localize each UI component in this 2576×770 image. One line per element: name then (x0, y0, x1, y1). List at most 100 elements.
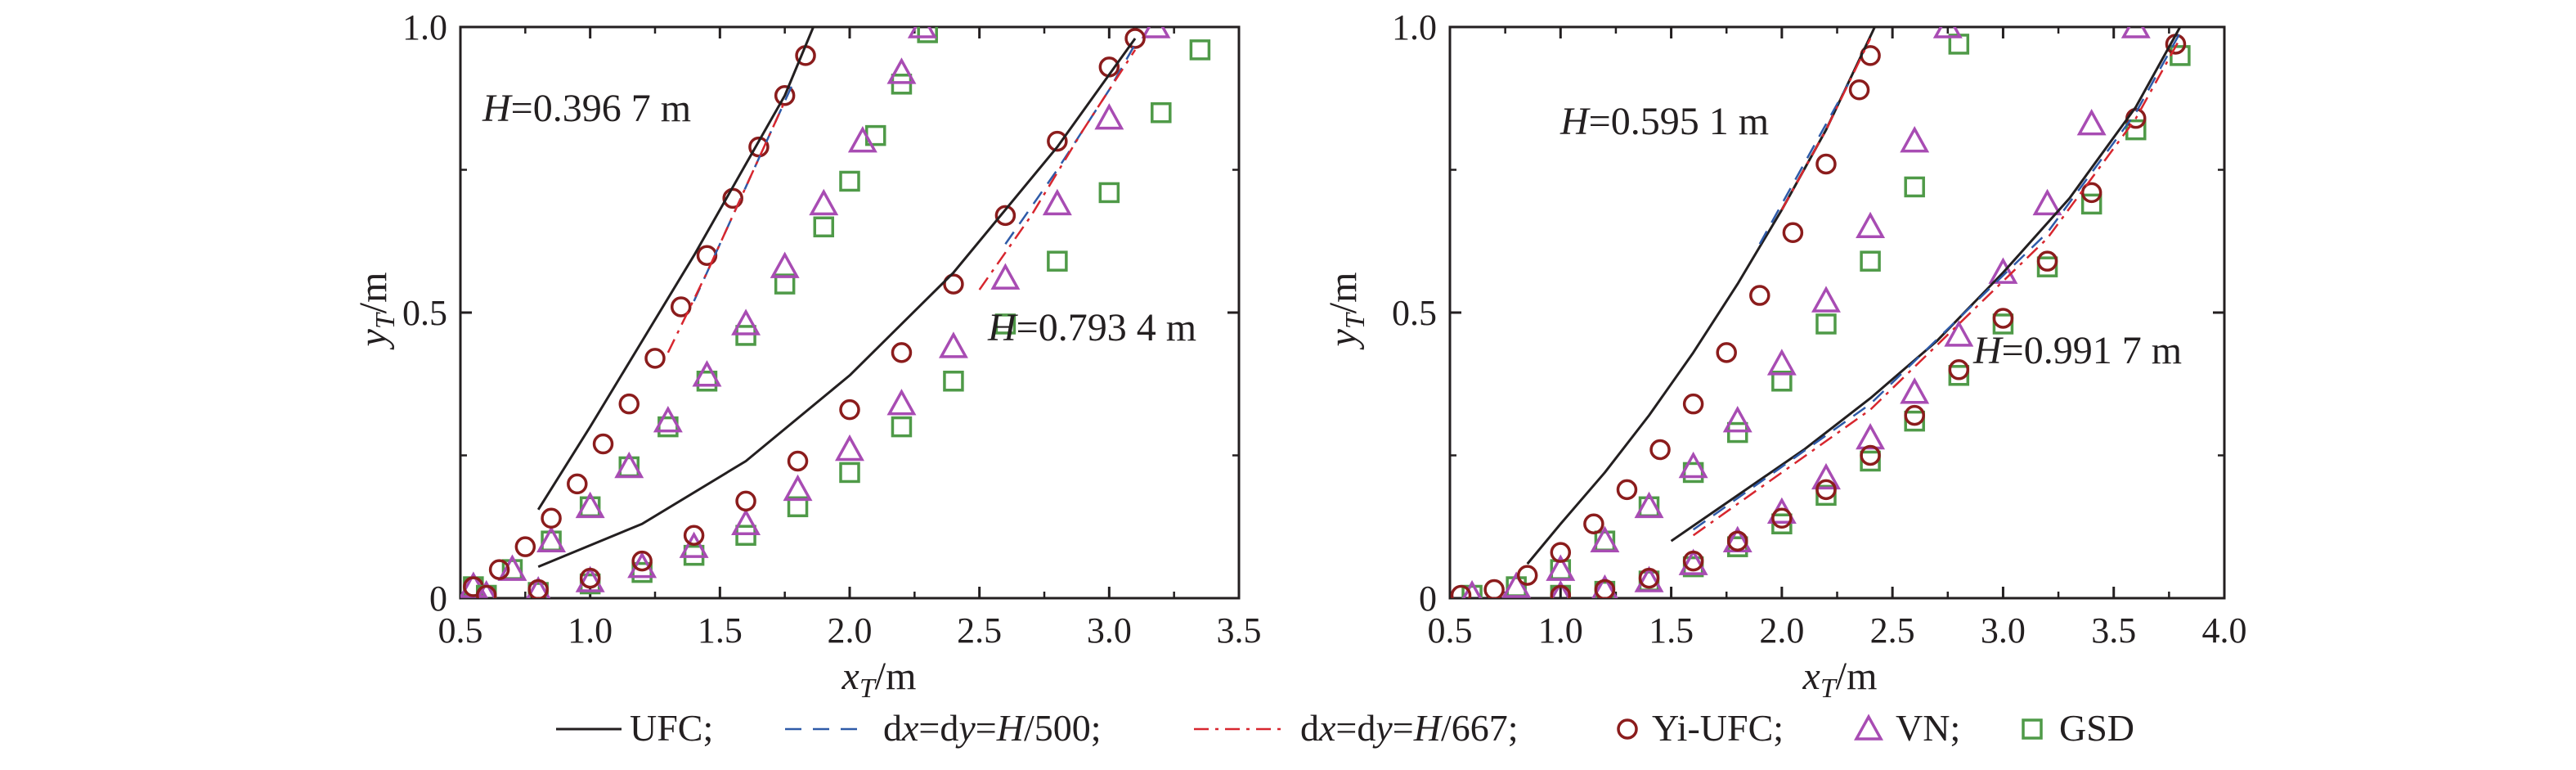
right-case2-yi-ufc-point (1815, 479, 1837, 501)
left-case1-yi-ufc-point (696, 245, 718, 266)
right-case2-yi-ufc-point (1594, 579, 1616, 598)
left-y-axis-title: yT/m (352, 272, 401, 351)
right-case1-yi-ufc-point (1583, 513, 1604, 535)
right-case2-yi-ufc-point (1860, 444, 1881, 466)
right-case2-yi-ufc-point (1992, 308, 2014, 329)
left-case2-yi-ufc-point (891, 342, 913, 363)
legend-label-dx667: dx=dy=H/667; (1300, 707, 1519, 749)
right-y-tick-label: 0 (1419, 579, 1437, 619)
annotation-right-h1: H=0.595 1 m (1560, 100, 1769, 143)
right-case1-yi-ufc-point (1450, 584, 1472, 598)
left-case2-vn-point (526, 576, 551, 598)
left-case2-ufc-line (537, 38, 1137, 568)
left-case2-gsd-point (839, 462, 860, 484)
legend-gsd-marker (2022, 718, 2043, 740)
left-x-tick-label: 3.5 (1217, 610, 1262, 651)
left-case1-vn-point (907, 27, 937, 38)
left-case2-gsd-point (891, 416, 913, 438)
left-case1-gsd-point (813, 216, 835, 238)
right-case2-vn-point (1856, 422, 1886, 450)
left-case2-vn-point (886, 389, 917, 416)
left-case1-vn-point (847, 125, 877, 153)
left-case1-ufc-line (536, 27, 815, 511)
left-case2-yi-ufc-point (994, 205, 1016, 227)
right-case2-gsd-point (1860, 450, 1881, 472)
left-x-tick-label: 2.5 (957, 610, 1002, 651)
right-case1-yi-ufc-point (1616, 479, 1638, 501)
right-x-tick-label: 4.0 (2202, 610, 2247, 651)
right-case2-vn-point (2032, 188, 2062, 216)
right-case1-gsd-point (1815, 313, 1837, 335)
left-y-tick-label: 1.0 (402, 7, 447, 47)
left-case2-vn-point (1042, 188, 1072, 216)
right-case1-yi-ufc-point (1649, 439, 1671, 461)
left-case1-yi-ufc-point (514, 536, 536, 557)
right-case2-vn-point (2120, 27, 2151, 38)
right-case1-vn-point (1634, 491, 1664, 519)
left-case2-yi-ufc-point (787, 450, 809, 472)
left-case2-gsd-point (994, 313, 1016, 335)
left-case1-gsd-point (774, 273, 796, 295)
left-case1-yi-ufc-point (618, 393, 640, 415)
left-case1-yi-ufc-point (774, 85, 796, 106)
left-panel: 0.5 1.0 1.5 2.0 2.5 3.0 3.500.51.0 (402, 7, 1262, 651)
right-case1-yi-ufc-point (1749, 285, 1770, 306)
left-case1-dx667-line (666, 101, 786, 353)
right-x-tick-label: 3.5 (2091, 610, 2136, 651)
right-x-tick-label: 2.5 (1870, 610, 1915, 651)
legend-label-yi_ufc: Yi-UFC; (1652, 707, 1784, 749)
right-panel: 0.5 1.0 1.5 2.0 2.5 3.0 3.5 4.000.51.0 (1392, 7, 2247, 651)
left-case1-yi-ufc-point (592, 433, 614, 455)
right-x-tick-label: 3.0 (1981, 610, 2026, 651)
left-x-tick-label: 1.5 (698, 610, 743, 651)
left-case2-yi-ufc-point (631, 550, 653, 572)
left-x-tick-label: 3.0 (1087, 610, 1132, 651)
right-case2-vn-point (1551, 579, 1571, 598)
right-case2-gsd-point (2080, 193, 2103, 215)
left-case2-gsd-point (943, 371, 964, 392)
left-case2-gsd-point (1047, 250, 1068, 272)
right-x-tick-label: 0.5 (1428, 610, 1473, 651)
right-case1-yi-ufc-point (1483, 579, 1505, 598)
left-case2-yi-ufc-point (475, 584, 497, 598)
right-case2-yi-ufc-point (1638, 567, 1660, 589)
right-case2-vn-point (2076, 109, 2107, 136)
right-case1-vn-point (1766, 349, 1797, 376)
left-case1-vn-point (575, 491, 605, 519)
right-case1-yi-ufc-point (1815, 153, 1837, 175)
left-x-tick-label: 0.5 (438, 610, 483, 651)
left-case1-gsd-point (735, 325, 756, 346)
left-case1-gsd-point (917, 27, 938, 43)
left-x-tick-label: 1.0 (568, 610, 613, 651)
left-case1-vn-point (770, 251, 800, 278)
left-case2-vn-point (938, 331, 968, 358)
left-plot-area (460, 27, 1211, 598)
legend: UFC; dx=dy=H/500; dx=dy=H/667; Yi-UFC; VN; GS… (556, 707, 2134, 749)
left-case1-vn-point (731, 308, 761, 335)
right-case1-vn-point (1546, 554, 1576, 581)
left-case1-vn-point (497, 554, 527, 581)
left-case2-gsd-point (1151, 101, 1172, 124)
left-case1-yi-ufc-point (488, 559, 510, 580)
legend-label-dx500: dx=dy=H/500; (883, 707, 1102, 749)
right-case1-yi-ufc-point (1516, 565, 1538, 586)
left-case1-vn-point (614, 451, 644, 479)
legend-label-vn: VN; (1896, 707, 1960, 749)
left-y-tick-label: 0 (429, 579, 447, 619)
annotation-right-h2: H=0.991 7 m (1972, 329, 2182, 372)
legend-yi-ufc-marker (1617, 718, 1638, 740)
left-case2-gsd-point (1189, 39, 1211, 61)
left-case2-vn-point (679, 531, 709, 558)
left-case2-gsd-point (735, 525, 756, 546)
left-case2-yi-ufc-point (839, 399, 860, 421)
left-case2-vn-point (731, 508, 761, 536)
left-case2-yi-ufc-point (579, 567, 601, 589)
right-case1-vn-point (1590, 525, 1620, 552)
right-case1-dx667-line (1780, 38, 1872, 210)
right-plot-area (1450, 27, 2191, 598)
legend-label-gsd: GSD (2059, 707, 2134, 749)
left-case2-vn-point (835, 434, 864, 462)
right-case1-gsd-point (1860, 250, 1881, 272)
left-case1-gsd-point (891, 74, 913, 95)
